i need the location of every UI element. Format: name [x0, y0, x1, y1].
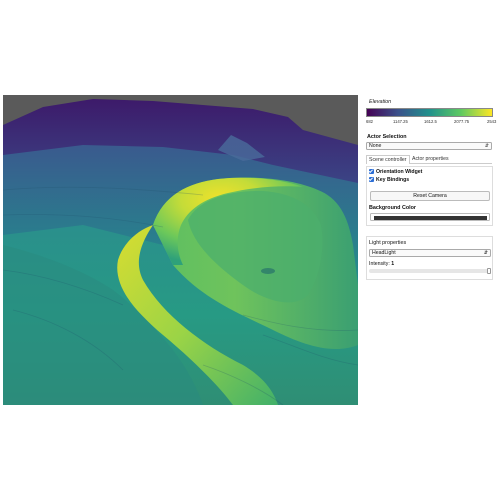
- colorbar-gradient: [366, 108, 493, 117]
- checkbox-checked-icon[interactable]: [369, 168, 374, 174]
- dropdown-chevron-icon: ⇵: [483, 250, 488, 256]
- tab-scene-controller[interactable]: Scene controller: [366, 155, 410, 164]
- colorbar-tick: 2077.75: [454, 119, 470, 124]
- colorbar-ticks: 682 1147.25 1612.5 2077.75 2543: [363, 119, 497, 127]
- background-color-picker[interactable]: [370, 213, 490, 221]
- colorbar-tick: 2543: [487, 119, 497, 124]
- tab-actor-properties[interactable]: Actor properties: [412, 156, 449, 162]
- intensity-label: Intensity:: [369, 261, 390, 267]
- actor-selection-label: Actor Selection: [367, 134, 407, 140]
- colorbar-tick: 682: [366, 119, 373, 124]
- colorbar-title: Elevation: [369, 99, 392, 105]
- intensity-readout: Intensity: 1: [369, 261, 394, 267]
- panel-tabs: Scene controller Actor properties: [366, 155, 492, 164]
- key-bindings-toggle[interactable]: Key Bindings: [369, 176, 410, 184]
- key-bindings-label: Key Bindings: [376, 177, 410, 183]
- slider-thumb[interactable]: [487, 268, 491, 274]
- light-properties-card: Light properties HeadLight ⇵ Intensity: …: [361, 236, 497, 281]
- checkbox-checked-icon[interactable]: [369, 176, 374, 182]
- colorbar: Elevation 682 1147.25 1612.5 2077.75 254…: [363, 99, 497, 129]
- reset-camera-button[interactable]: Reset Camera: [370, 191, 490, 201]
- terrain-surface: [3, 95, 358, 405]
- light-type-value: HeadLight: [372, 250, 396, 256]
- actor-selection-dropdown[interactable]: None ⇵: [366, 142, 492, 150]
- colorbar-tick: 1147.25: [393, 119, 408, 124]
- control-panel: Elevation 682 1147.25 1612.5 2077.75 254…: [361, 95, 497, 280]
- scene-controller-card: Orientation Widget Key Bindings Reset Ca…: [366, 166, 493, 226]
- intensity-value: 1: [391, 261, 395, 267]
- orientation-widget-label: Orientation Widget: [376, 169, 423, 175]
- orientation-widget-toggle[interactable]: Orientation Widget: [369, 168, 423, 176]
- background-color-swatch: [374, 215, 487, 220]
- render-viewport[interactable]: [3, 95, 358, 405]
- colorbar-tick: 1612.5: [424, 119, 437, 124]
- light-properties-frame: Light properties HeadLight ⇵ Intensity: …: [366, 236, 493, 280]
- light-properties-label: Light properties: [369, 240, 407, 246]
- background-color-label: Background Color: [369, 205, 417, 211]
- light-type-dropdown[interactable]: HeadLight ⇵: [369, 249, 491, 257]
- dropdown-chevron-icon: ⇵: [484, 143, 489, 149]
- actor-selection-value: None: [369, 143, 382, 149]
- intensity-slider[interactable]: [369, 268, 491, 274]
